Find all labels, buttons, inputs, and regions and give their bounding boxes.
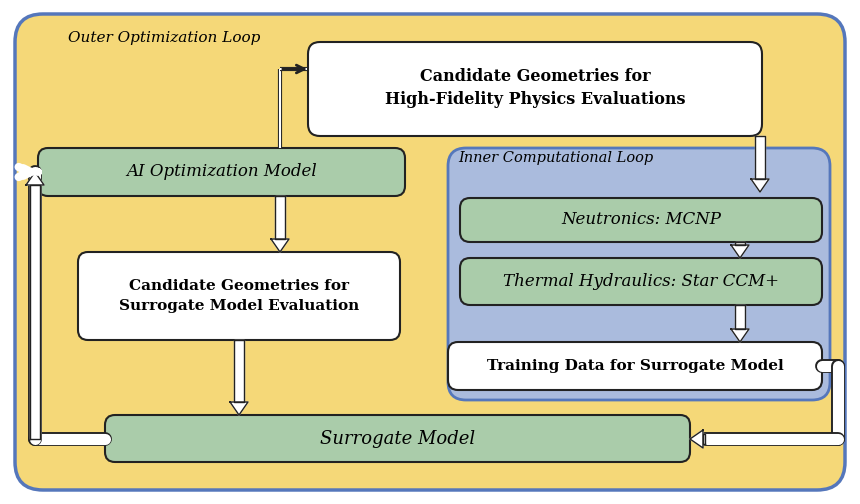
FancyBboxPatch shape [308, 42, 762, 136]
FancyBboxPatch shape [105, 415, 690, 462]
Text: Outer Optimization Loop: Outer Optimization Loop [68, 31, 261, 45]
Polygon shape [26, 172, 44, 185]
Polygon shape [703, 434, 705, 444]
Text: Inner Computational Loop: Inner Computational Loop [458, 151, 654, 165]
Polygon shape [735, 305, 745, 329]
Polygon shape [731, 245, 749, 258]
Polygon shape [735, 242, 745, 245]
Text: Surrogate Model: Surrogate Model [321, 430, 476, 448]
Text: Neutronics: MCNP: Neutronics: MCNP [561, 212, 721, 228]
Text: Training Data for Surrogate Model: Training Data for Surrogate Model [487, 359, 783, 373]
Polygon shape [271, 239, 289, 252]
FancyBboxPatch shape [448, 342, 822, 390]
Text: Thermal Hydraulics: Star CCM+: Thermal Hydraulics: Star CCM+ [503, 274, 779, 290]
Text: Candidate Geometries for
High-Fidelity Physics Evaluations: Candidate Geometries for High-Fidelity P… [384, 68, 685, 108]
FancyBboxPatch shape [78, 252, 400, 340]
Polygon shape [751, 179, 769, 192]
Text: AI Optimization Model: AI Optimization Model [126, 163, 317, 180]
FancyBboxPatch shape [460, 198, 822, 242]
Polygon shape [690, 430, 703, 448]
Polygon shape [275, 196, 285, 239]
Text: Candidate Geometries for
Surrogate Model Evaluation: Candidate Geometries for Surrogate Model… [119, 279, 359, 313]
Polygon shape [230, 402, 248, 415]
FancyBboxPatch shape [15, 14, 845, 490]
Polygon shape [234, 340, 244, 402]
Polygon shape [755, 136, 765, 179]
FancyBboxPatch shape [38, 148, 405, 196]
Polygon shape [731, 329, 749, 342]
FancyBboxPatch shape [448, 148, 830, 400]
FancyBboxPatch shape [460, 258, 822, 305]
Polygon shape [30, 185, 40, 439]
